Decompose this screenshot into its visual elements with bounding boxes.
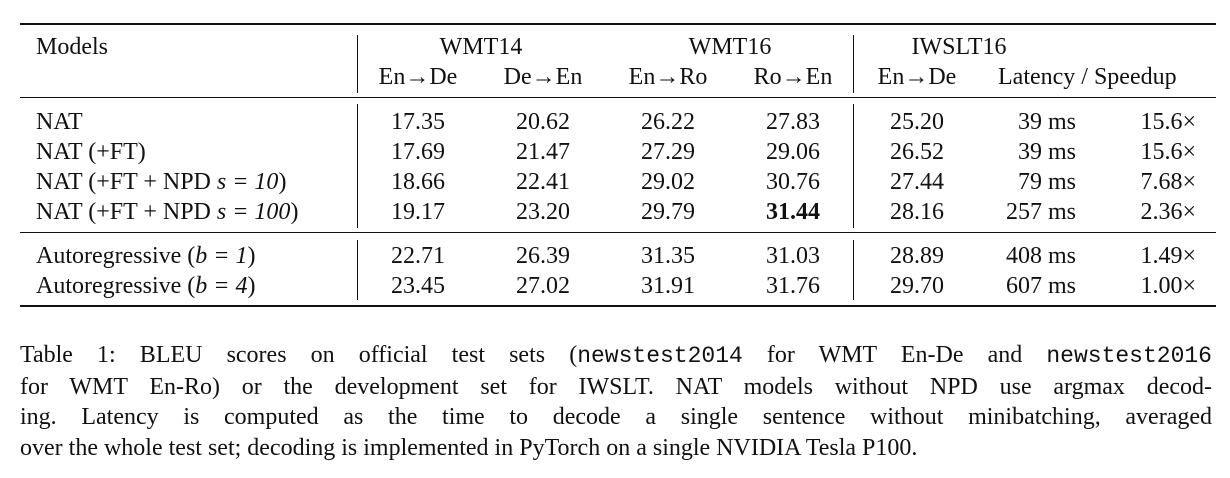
- code-newstest2014: newstest2014: [577, 343, 743, 369]
- col-separator: [853, 104, 854, 228]
- bleu-cell: 29.02: [641, 169, 695, 195]
- bleu-cell: 23.20: [516, 199, 570, 225]
- col-separator: [357, 35, 358, 93]
- bleu-cell: 28.16: [890, 199, 944, 225]
- subheader-wmt14-de-en: De→En: [503, 64, 583, 90]
- group-rule: [20, 232, 1216, 233]
- latency-cell: 39 ms: [1017, 109, 1076, 135]
- subheader-wmt16-en-ro: En→Ro: [628, 64, 708, 90]
- bleu-cell-best: 31.44: [766, 199, 820, 225]
- latency-cell: 408 ms: [1005, 243, 1076, 269]
- bleu-cell: 27.02: [516, 273, 570, 299]
- model-name: NAT (+FT): [36, 139, 146, 165]
- subheader-wmt14-en-de: En→De: [378, 64, 458, 90]
- speedup-cell: 7.68×: [1140, 169, 1196, 195]
- bleu-cell: 18.66: [391, 169, 445, 195]
- bleu-cell: 29.70: [890, 273, 944, 299]
- model-name: Autoregressive (b = 4): [36, 273, 256, 299]
- bleu-cell: 20.62: [516, 109, 570, 135]
- bleu-cell: 31.91: [641, 273, 695, 299]
- group-header-iwslt16: IWSLT16: [911, 34, 1007, 60]
- col-separator: [853, 35, 854, 93]
- speedup-cell: 15.6×: [1140, 109, 1196, 135]
- header-rule: [20, 97, 1216, 98]
- col-separator: [853, 240, 854, 300]
- latency-cell: 257 ms: [1005, 199, 1076, 225]
- bleu-cell: 26.22: [641, 109, 695, 135]
- bleu-cell: 26.39: [516, 243, 570, 269]
- col-separator: [357, 240, 358, 300]
- bleu-cell: 31.03: [766, 243, 820, 269]
- bleu-cell: 19.17: [391, 199, 445, 225]
- bleu-cell: 17.69: [391, 139, 445, 165]
- group-header-wmt14: WMT14: [439, 34, 523, 60]
- bleu-cell: 22.71: [391, 243, 445, 269]
- speedup-cell: 1.49×: [1140, 243, 1196, 269]
- bleu-cell: 27.83: [766, 109, 820, 135]
- code-newstest2016: newstest2016: [1046, 343, 1212, 369]
- bleu-cell: 26.52: [890, 139, 944, 165]
- col-separator: [357, 104, 358, 228]
- models-header: Models: [36, 34, 108, 60]
- latency-cell: 79 ms: [1017, 169, 1076, 195]
- subheader-iwslt16-en-de: En→De: [877, 64, 957, 90]
- bleu-cell: 31.35: [641, 243, 695, 269]
- table-caption: Table 1: BLEU scores on official test se…: [20, 340, 1212, 463]
- latency-cell: 607 ms: [1005, 273, 1076, 299]
- bleu-cell: 21.47: [516, 139, 570, 165]
- bleu-cell: 29.79: [641, 199, 695, 225]
- speedup-cell: 2.36×: [1140, 199, 1196, 225]
- subheader-latency-speedup: Latency / Speedup: [998, 64, 1177, 90]
- bleu-cell: 25.20: [890, 109, 944, 135]
- bleu-cell: 17.35: [391, 109, 445, 135]
- model-name: NAT (+FT + NPD s = 100): [36, 199, 299, 225]
- model-name: Autoregressive (b = 1): [36, 243, 256, 269]
- caption-line: over the whole test set; decoding is imp…: [20, 434, 918, 461]
- group-header-wmt16: WMT16: [688, 34, 772, 60]
- bleu-cell: 22.41: [516, 169, 570, 195]
- bleu-cell: 31.76: [766, 273, 820, 299]
- caption-line: for WMT En-Ro) or the development set fo…: [20, 373, 1212, 400]
- caption-line: ing. Latency is computed as the time to …: [20, 404, 1212, 430]
- bottom-rule: [20, 305, 1216, 307]
- model-name: NAT: [36, 109, 83, 135]
- bleu-cell: 27.44: [890, 169, 944, 195]
- bleu-cell: 30.76: [766, 169, 820, 195]
- bleu-cell: 27.29: [641, 139, 695, 165]
- caption-line: Table 1: BLEU scores on official test se…: [20, 342, 1212, 369]
- top-rule: [20, 23, 1216, 25]
- model-name: NAT (+FT + NPD s = 10): [36, 169, 287, 195]
- speedup-cell: 1.00×: [1140, 273, 1196, 299]
- speedup-cell: 15.6×: [1140, 139, 1196, 165]
- bleu-cell: 29.06: [766, 139, 820, 165]
- bleu-cell: 28.89: [890, 243, 944, 269]
- latency-cell: 39 ms: [1017, 139, 1076, 165]
- bleu-cell: 23.45: [391, 273, 445, 299]
- subheader-wmt16-ro-en: Ro→En: [753, 64, 833, 90]
